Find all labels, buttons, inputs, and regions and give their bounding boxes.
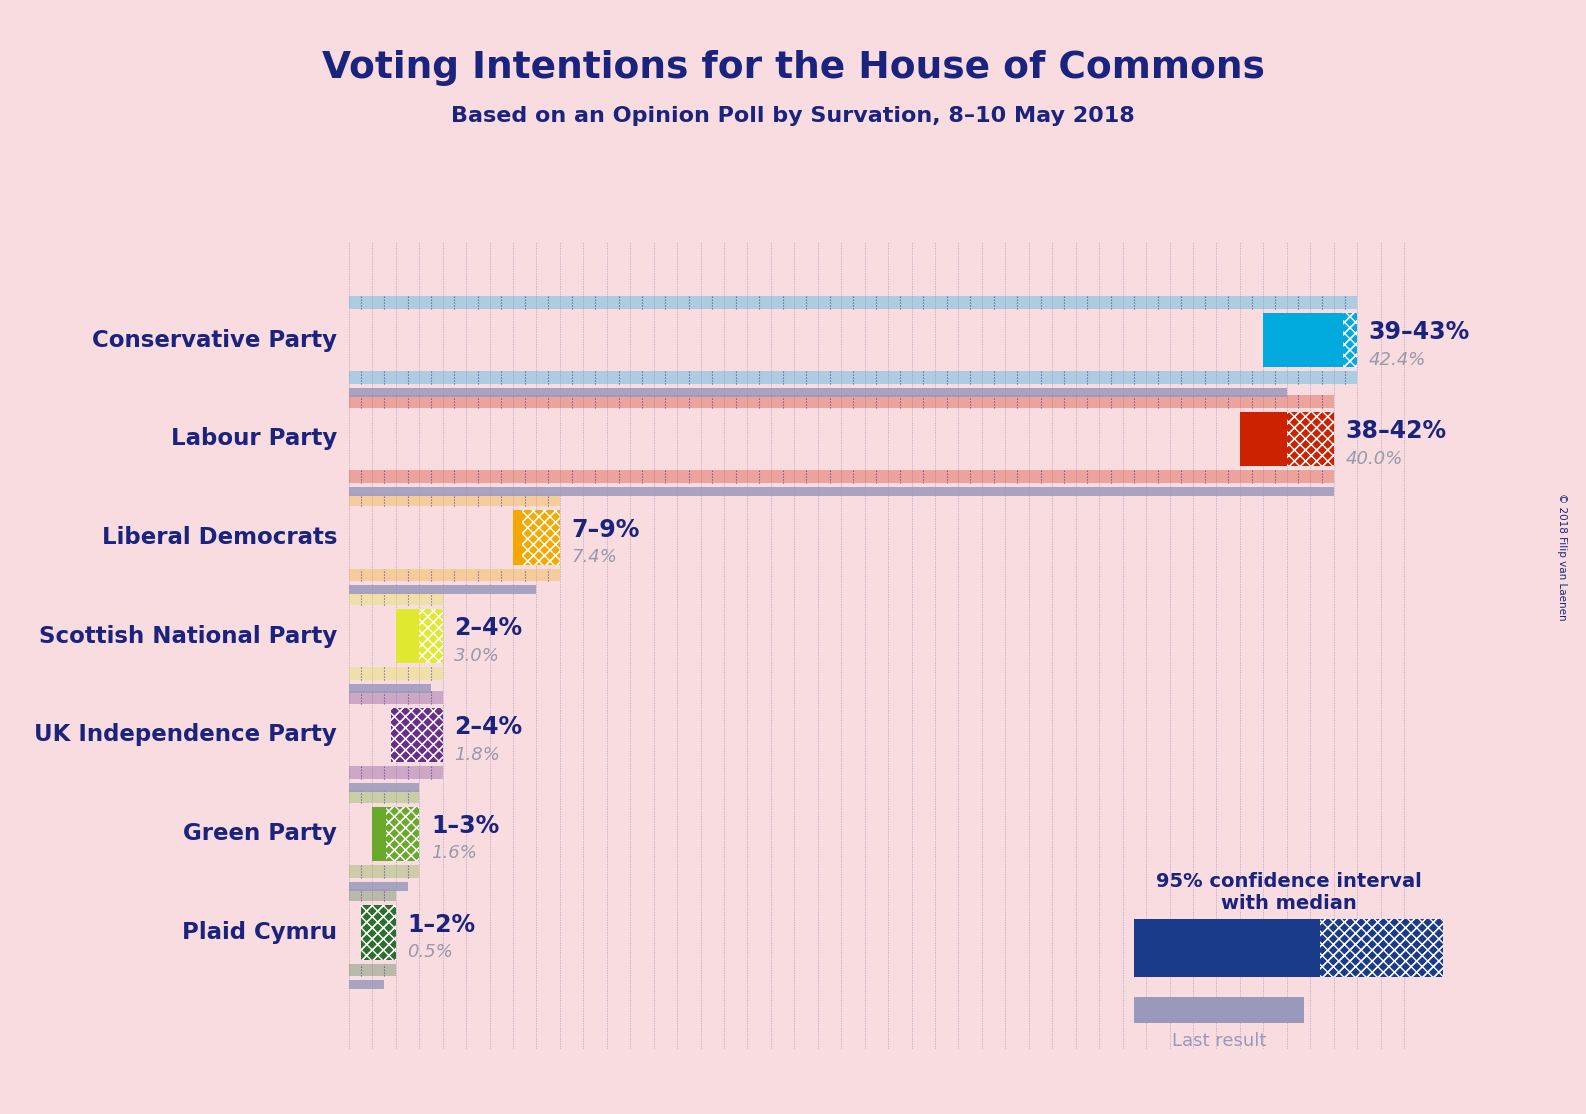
Bar [1286,411,1334,466]
Bar [349,783,419,792]
Bar [1320,919,1443,977]
Text: Based on an Opinion Poll by Survation, 8–10 May 2018: Based on an Opinion Poll by Survation, 8… [450,106,1136,126]
Text: Plaid Cymru: Plaid Cymru [182,921,338,944]
Text: Liberal Democrats: Liberal Democrats [102,526,338,549]
Text: Last result: Last result [1172,1032,1266,1051]
Bar [396,609,419,664]
Bar [512,510,522,565]
Text: 2–4%: 2–4% [455,616,522,641]
Text: 40.0%: 40.0% [1345,450,1402,468]
Text: 2–4%: 2–4% [455,715,522,739]
Text: 1–2%: 1–2% [408,912,476,937]
Text: 38–42%: 38–42% [1345,419,1446,443]
Text: 1–3%: 1–3% [431,814,500,838]
Bar [1343,313,1358,368]
Bar [349,881,408,890]
Bar [349,296,1358,309]
Text: 1.8%: 1.8% [455,745,500,764]
Bar [392,707,442,762]
Bar [522,510,560,565]
Text: 1.6%: 1.6% [431,844,477,862]
Bar [349,394,1334,408]
Bar [349,487,1334,496]
Text: 3.0%: 3.0% [455,647,500,665]
Bar [349,864,419,878]
Bar [1286,411,1334,466]
Bar [349,585,536,594]
Text: Scottish National Party: Scottish National Party [40,625,338,647]
Text: 7.4%: 7.4% [571,548,617,566]
Bar [1240,411,1286,466]
Bar [392,707,442,762]
Bar [349,691,442,704]
Bar [387,807,419,861]
Bar [360,906,396,959]
Text: UK Independence Party: UK Independence Party [35,723,338,746]
Bar [349,980,384,989]
Bar [1264,313,1343,368]
Bar [349,494,560,507]
Bar [1343,313,1358,368]
Bar [1320,919,1443,977]
Bar [349,684,431,693]
Bar [349,790,419,802]
Bar [349,766,442,779]
Bar [349,371,1358,384]
Text: Voting Intentions for the House of Commons: Voting Intentions for the House of Commo… [322,50,1264,86]
Bar [522,510,560,565]
Text: 42.4%: 42.4% [1369,351,1426,369]
Text: Green Party: Green Party [184,822,338,846]
Text: 39–43%: 39–43% [1369,320,1470,344]
Bar [349,667,442,681]
Bar [349,568,560,582]
Text: © 2018 Filip van Laenen: © 2018 Filip van Laenen [1557,494,1567,620]
Bar [349,388,1286,397]
Bar [419,609,442,664]
Text: 95% confidence interval
with median: 95% confidence interval with median [1156,872,1421,913]
Text: 0.5%: 0.5% [408,944,454,961]
Bar [349,889,396,901]
Bar [349,964,396,976]
Bar [419,609,442,664]
Bar [373,807,387,861]
Bar [1134,919,1320,977]
Bar [349,470,1334,482]
Text: 7–9%: 7–9% [571,518,641,541]
Bar [360,906,396,959]
Text: Labour Party: Labour Party [171,428,338,450]
Bar [387,807,419,861]
Bar [349,593,442,605]
Text: Conservative Party: Conservative Party [92,329,338,352]
